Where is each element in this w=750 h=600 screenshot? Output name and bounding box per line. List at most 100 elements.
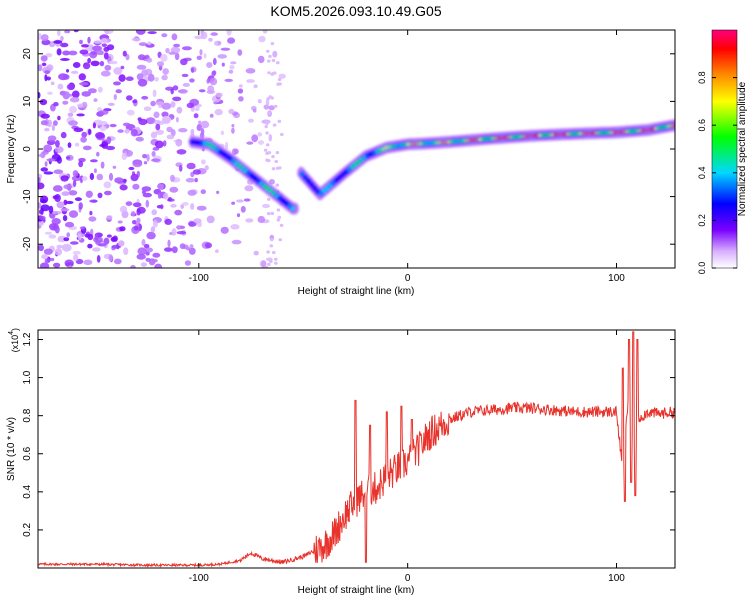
noise-blob [60, 35, 64, 42]
noise-blob [52, 210, 62, 215]
noise-blob [154, 140, 164, 149]
noise-blob [41, 254, 48, 260]
noise-blob [176, 225, 181, 230]
noise-blob [106, 44, 115, 51]
noise-blob [217, 41, 221, 45]
noise-blob [124, 128, 130, 134]
noise-blob [228, 108, 235, 114]
noise-blob [194, 177, 198, 183]
noise-blob [266, 49, 270, 53]
noise-blob [65, 200, 74, 205]
noise-blob [82, 62, 91, 70]
noise-blob [79, 82, 89, 86]
noise-blob [67, 142, 72, 148]
noise-blob [135, 30, 146, 35]
noise-blob [156, 61, 165, 67]
noise-blob [144, 68, 153, 76]
noise-blob [157, 183, 165, 190]
noise-blob [147, 73, 155, 82]
noise-blob [125, 53, 130, 61]
noise-blob [40, 34, 49, 42]
noise-blob [74, 197, 82, 202]
noise-blob [57, 235, 66, 243]
noise-blob [171, 228, 177, 236]
noise-blob [190, 107, 195, 112]
noise-blob [66, 232, 70, 238]
noise-blob [217, 54, 227, 59]
noise-blob [272, 123, 277, 127]
x-tick-label: 100 [608, 273, 625, 284]
noise-blob [54, 248, 63, 256]
noise-blob [136, 64, 147, 70]
noise-blob [131, 37, 141, 42]
svg-text:(x104): (x104) [8, 328, 20, 352]
noise-blob [99, 125, 107, 132]
noise-blob [212, 57, 217, 66]
noise-blob [93, 40, 103, 44]
noise-blob [155, 101, 164, 106]
noise-blob [77, 233, 82, 241]
noise-blob [101, 43, 108, 47]
noise-blob [184, 260, 191, 266]
noise-blob [62, 215, 68, 222]
noise-blob [67, 112, 74, 117]
noise-blob [99, 60, 105, 67]
noise-blob [271, 58, 276, 63]
noise-blob [182, 82, 190, 87]
noise-blob [107, 60, 118, 65]
noise-blob [106, 136, 112, 145]
noise-blob [53, 40, 63, 44]
noise-blob [119, 205, 128, 213]
noise-blob [119, 226, 126, 232]
noise-blob [178, 128, 188, 133]
noise-blob [230, 224, 240, 230]
noise-blob [90, 159, 98, 163]
noise-blob [62, 74, 70, 80]
x-tick-label: -100 [189, 573, 209, 584]
noise-blob [176, 149, 187, 155]
noise-blob [244, 185, 254, 192]
noise-blob [73, 127, 84, 133]
y-tick-label: 0.6 [22, 446, 33, 460]
noise-blob [62, 91, 71, 100]
snr-xlabel: Height of straight line (km) [298, 585, 415, 596]
noise-blob [196, 55, 202, 60]
noise-blob [117, 220, 123, 224]
noise-blob [210, 32, 218, 36]
noise-blob [182, 202, 189, 206]
spectrogram-noise-blobs [38, 30, 286, 268]
noise-blob [224, 78, 233, 82]
noise-blob [78, 202, 83, 210]
ridge-peak [306, 179, 311, 183]
noise-blob [267, 71, 271, 75]
noise-blob [89, 199, 98, 203]
noise-blob [215, 249, 219, 254]
noise-blob [83, 259, 93, 266]
spectrogram-ridge [188, 119, 675, 215]
noise-blob [57, 115, 61, 121]
noise-blob [132, 202, 142, 208]
noise-blob [170, 88, 174, 95]
noise-blob [81, 176, 88, 181]
noise-blob [87, 243, 93, 249]
noise-blob [206, 62, 213, 68]
noise-blob [220, 47, 231, 51]
noise-blob [57, 30, 61, 37]
noise-blob [162, 140, 167, 147]
x-tick-label: 0 [405, 273, 411, 284]
noise-blob [160, 54, 168, 62]
noise-blob [52, 185, 63, 192]
noise-blob [175, 138, 183, 147]
noise-blob [103, 52, 109, 60]
noise-blob [47, 135, 57, 142]
noise-blob [119, 184, 128, 191]
noise-blob [44, 74, 48, 82]
x-tick-label: -100 [189, 273, 209, 284]
noise-blob [147, 41, 152, 46]
noise-blob [38, 209, 43, 215]
noise-blob [73, 30, 79, 33]
noise-blob [198, 89, 206, 93]
noise-blob [89, 51, 98, 59]
noise-blob [152, 252, 161, 258]
noise-blob [162, 68, 169, 75]
